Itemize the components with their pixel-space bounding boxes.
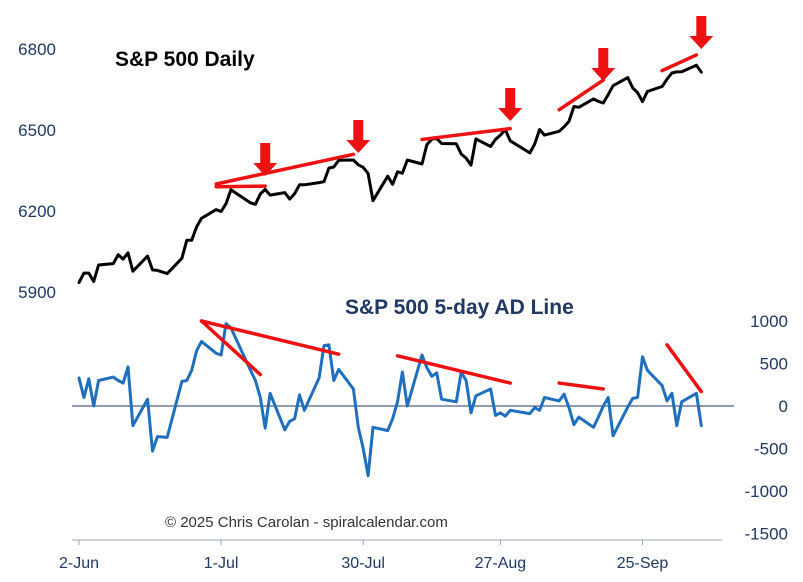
x-tick-label: 25-Sep: [617, 555, 669, 572]
right-y-tick-label: -500: [754, 440, 788, 459]
left-y-tick-label: 5900: [18, 283, 56, 302]
x-axis: 2-Jun 1-Jul 30-Jul 27-Aug 25-Sep: [59, 539, 722, 572]
left-y-tick-label: 6800: [18, 40, 56, 59]
ad-trendline: [395, 354, 512, 385]
ad-series: [77, 322, 703, 478]
price-trendline: [557, 78, 606, 112]
price-line: [77, 63, 703, 285]
right-y-tick-label: -1500: [745, 525, 788, 544]
down-arrow-icon: [346, 120, 371, 153]
ad-line: [77, 322, 703, 478]
ad-trendline: [199, 319, 263, 377]
right-y-tick-label: 1000: [750, 312, 788, 331]
down-arrow-icon: [689, 16, 714, 49]
x-tick-label: 2-Jun: [59, 555, 99, 572]
right-y-tick-label: -1000: [745, 482, 788, 501]
price-series: [77, 63, 703, 285]
x-tick-label: 1-Jul: [204, 555, 239, 572]
x-tick-label: 27-Aug: [475, 555, 527, 572]
price-trendline: [660, 53, 699, 73]
left-y-tick-label: 6200: [18, 202, 56, 221]
down-arrow-icon: [498, 88, 523, 121]
ad-trendline: [199, 319, 341, 356]
left-y-axis: 5900 6200 6500 6800: [18, 40, 56, 302]
ad-trendline: [557, 381, 606, 391]
down-arrow-icon: [253, 143, 278, 176]
ad-chart-title: S&P 500 5-day AD Line: [345, 296, 574, 319]
trendlines: [199, 53, 704, 394]
copyright-note: © 2025 Chris Carolan - spiralcalendar.co…: [165, 514, 448, 531]
right-y-tick-label: 0: [779, 397, 788, 416]
ad-trendline: [665, 343, 704, 394]
price-trendline: [214, 152, 356, 186]
down-arrow-icon: [591, 48, 616, 81]
arrows: [253, 16, 714, 176]
left-y-tick-label: 6500: [18, 121, 56, 140]
right-y-axis: 1000 500 0 -500 -1000 -1500: [745, 312, 788, 544]
right-y-tick-label: 500: [760, 355, 788, 374]
price-chart-title: S&P 500 Daily: [115, 48, 255, 71]
x-tick-label: 30-Jul: [341, 555, 385, 572]
price-trendline: [214, 184, 267, 189]
price-trendline: [420, 126, 512, 142]
